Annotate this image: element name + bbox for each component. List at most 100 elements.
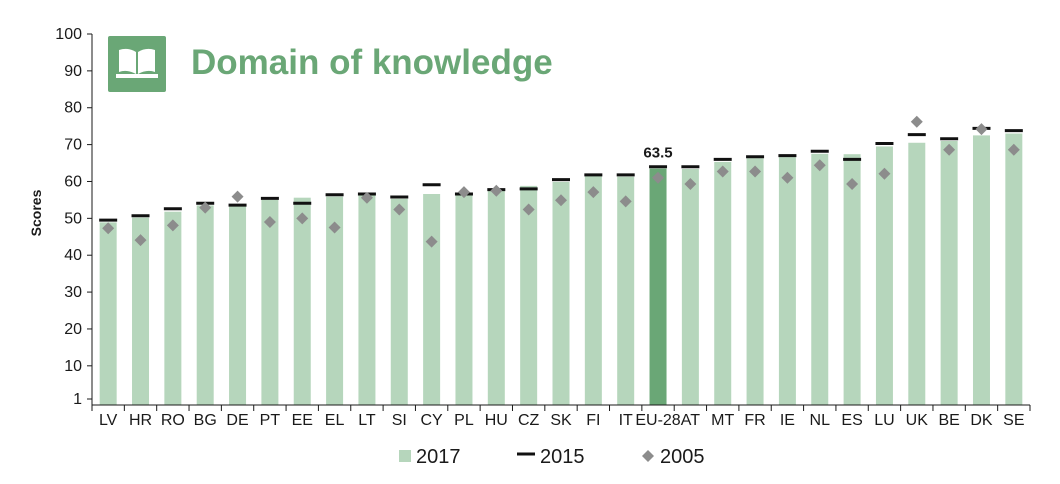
bars-2017: 63.5 bbox=[99, 133, 1023, 405]
diamond-point bbox=[102, 222, 115, 235]
bar bbox=[908, 142, 926, 405]
x-tick-label: CY bbox=[421, 412, 444, 429]
x-tick-label: PT bbox=[260, 412, 281, 429]
bar bbox=[261, 199, 279, 405]
y-tick-label: 1 bbox=[73, 391, 82, 408]
open-book-icon bbox=[108, 36, 166, 92]
bar bbox=[390, 198, 408, 405]
diamond-point bbox=[296, 212, 309, 225]
x-tick-label: LV bbox=[99, 412, 118, 429]
bar bbox=[132, 217, 150, 405]
diamond-point bbox=[587, 186, 600, 199]
diamond-point bbox=[813, 159, 826, 172]
bar bbox=[778, 157, 796, 405]
x-tick-label: BG bbox=[194, 412, 217, 429]
y-tick-label: 60 bbox=[64, 173, 82, 190]
bar bbox=[714, 161, 732, 405]
diamond-point bbox=[199, 201, 212, 214]
bar bbox=[196, 205, 214, 405]
bar-highlight bbox=[649, 168, 667, 405]
bar bbox=[293, 197, 311, 405]
diamond-point bbox=[522, 203, 535, 216]
diamond-point bbox=[360, 191, 373, 204]
bar bbox=[940, 140, 958, 405]
y-axis-label: Scores bbox=[28, 189, 44, 236]
x-tick-label: MT bbox=[711, 412, 734, 429]
bar bbox=[229, 206, 247, 405]
x-tick-label: NL bbox=[810, 412, 831, 429]
bar bbox=[520, 185, 538, 405]
bar bbox=[617, 176, 635, 405]
diamond-point bbox=[490, 184, 503, 197]
y-tick-label: 40 bbox=[64, 247, 82, 264]
legend-swatch-2017 bbox=[399, 450, 411, 462]
y-tick-label: 80 bbox=[64, 100, 82, 117]
diamond-point bbox=[684, 178, 697, 191]
bar bbox=[972, 135, 990, 405]
diamond-point bbox=[846, 178, 859, 191]
chart-title: Domain of knowledge bbox=[191, 43, 553, 82]
x-axis: LV HR RO BG DE PT EE EL LT SI CY PL HU CZ SK FI IT EU-28 A… bbox=[91, 404, 1031, 429]
x-tick-label: SE bbox=[1003, 412, 1024, 429]
x-tick-label: UK bbox=[906, 412, 929, 429]
x-tick-label: FI bbox=[586, 412, 600, 429]
diamond-point bbox=[166, 219, 179, 232]
y-tick-label: 10 bbox=[64, 358, 82, 375]
bar bbox=[811, 153, 829, 405]
x-tick-label: EL bbox=[325, 412, 345, 429]
diamond-point bbox=[716, 165, 729, 178]
x-tick-label: BE bbox=[938, 412, 959, 429]
bar bbox=[1005, 133, 1023, 405]
y-axis: 1 10 20 30 40 50 60 70 80 90 100 bbox=[55, 26, 93, 408]
bar bbox=[164, 211, 182, 405]
diamond-point bbox=[910, 115, 923, 128]
x-tick-label: FR bbox=[744, 412, 765, 429]
legend-swatch-2005 bbox=[642, 450, 654, 462]
legend-label-2005: 2005 bbox=[660, 446, 705, 468]
bar bbox=[552, 181, 570, 405]
y-tick-label: 100 bbox=[55, 26, 82, 43]
x-tick-label: SI bbox=[392, 412, 407, 429]
y-tick-label: 50 bbox=[64, 210, 82, 227]
bar bbox=[487, 190, 505, 405]
diamond-point bbox=[1007, 143, 1020, 156]
legend-label-2015: 2015 bbox=[540, 446, 585, 468]
x-tick-label: PL bbox=[454, 412, 474, 429]
chart-title-group: Domain of knowledge bbox=[108, 36, 553, 92]
y-tick-label: 30 bbox=[64, 284, 82, 301]
x-tick-label: ES bbox=[841, 412, 862, 429]
diamond-point bbox=[975, 123, 988, 136]
x-tick-label: CZ bbox=[518, 412, 540, 429]
diamond-point bbox=[619, 195, 632, 208]
x-tick-label: DK bbox=[970, 412, 993, 429]
x-tick-label: IE bbox=[780, 412, 795, 429]
bar bbox=[843, 154, 861, 405]
legend-label-2017: 2017 bbox=[416, 446, 461, 468]
diamond-point bbox=[134, 234, 147, 247]
diamond-point bbox=[393, 203, 406, 216]
bar bbox=[746, 158, 764, 405]
x-tick-label: EE bbox=[292, 412, 313, 429]
bar bbox=[875, 146, 893, 405]
x-tick-label: HR bbox=[129, 412, 152, 429]
diamond-point bbox=[749, 165, 762, 178]
diamonds-2005 bbox=[102, 115, 1020, 248]
x-tick-label: RO bbox=[161, 412, 185, 429]
diamond-point bbox=[878, 167, 891, 180]
y-tick-label: 20 bbox=[64, 321, 82, 338]
bar bbox=[358, 195, 376, 405]
bar bbox=[584, 175, 602, 405]
diamond-point bbox=[652, 171, 665, 184]
x-tick-label: DE bbox=[226, 412, 248, 429]
bar bbox=[681, 168, 699, 405]
bar bbox=[455, 194, 473, 405]
diamond-point bbox=[425, 235, 438, 248]
x-tick-label: EU-28 bbox=[635, 412, 680, 429]
diamond-point bbox=[943, 143, 956, 156]
x-tick-label: HU bbox=[485, 412, 508, 429]
bar bbox=[326, 196, 344, 405]
y-tick-label: 90 bbox=[64, 63, 82, 80]
legend: 2017 2015 2005 bbox=[399, 446, 705, 468]
diamond-point bbox=[457, 186, 470, 199]
